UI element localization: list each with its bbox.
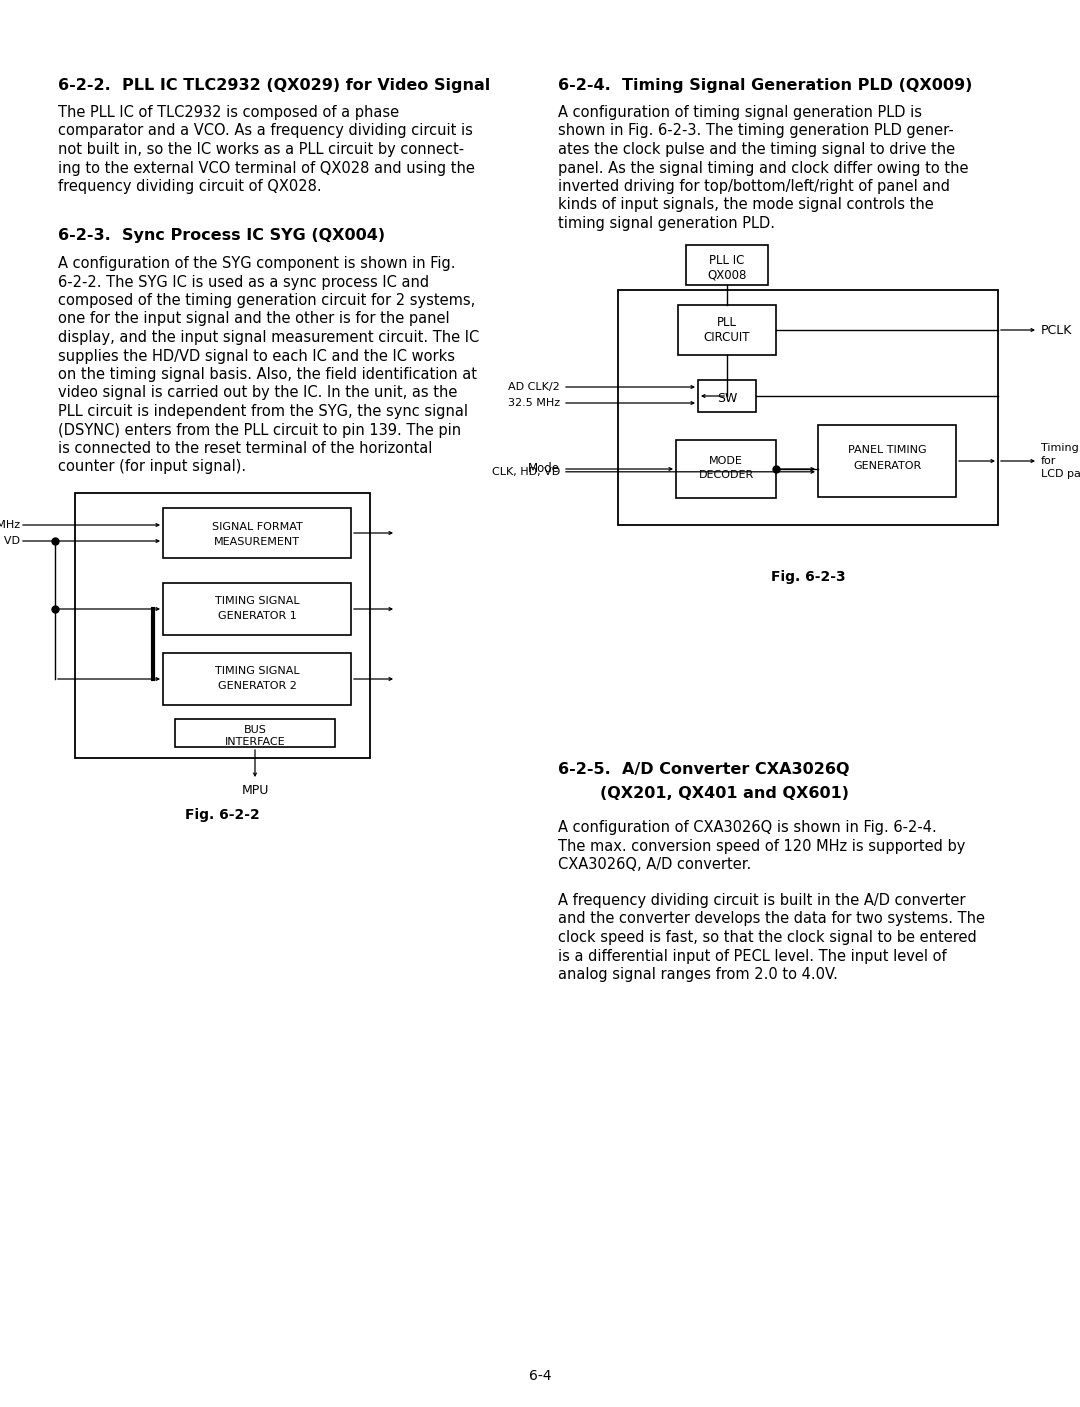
- Text: for: for: [1041, 456, 1056, 466]
- Text: 6-2-5.  A/D Converter CXA3026Q: 6-2-5. A/D Converter CXA3026Q: [558, 763, 850, 777]
- Text: on the timing signal basis. Also, the field identification at: on the timing signal basis. Also, the fi…: [58, 367, 477, 381]
- Text: PLL: PLL: [717, 317, 737, 329]
- Bar: [698, 380, 756, 412]
- Text: timing signal generation PLD.: timing signal generation PLD.: [558, 217, 775, 231]
- Text: A configuration of timing signal generation PLD is: A configuration of timing signal generat…: [558, 106, 922, 120]
- Text: GENERATOR 1: GENERATOR 1: [218, 611, 296, 620]
- Text: A frequency dividing circuit is built in the A/D converter: A frequency dividing circuit is built in…: [558, 893, 966, 908]
- Text: MODE: MODE: [710, 456, 743, 466]
- Text: PCLK: PCLK: [1041, 324, 1072, 336]
- Text: Timing signals: Timing signals: [1041, 443, 1080, 453]
- Text: ates the clock pulse and the timing signal to drive the: ates the clock pulse and the timing sign…: [558, 142, 955, 158]
- Text: TIMING SIGNAL: TIMING SIGNAL: [215, 597, 299, 606]
- Text: shown in Fig. 6-2-3. The timing generation PLD gener-: shown in Fig. 6-2-3. The timing generati…: [558, 124, 954, 138]
- Text: panel. As the signal timing and clock differ owing to the: panel. As the signal timing and clock di…: [558, 160, 969, 176]
- Text: CIRCUIT: CIRCUIT: [704, 331, 751, 343]
- Text: Fig. 6-2-2: Fig. 6-2-2: [185, 808, 260, 822]
- Text: supplies the HD/VD signal to each IC and the IC works: supplies the HD/VD signal to each IC and…: [58, 349, 455, 363]
- Text: 6-2-4.  Timing Signal Generation PLD (QX009): 6-2-4. Timing Signal Generation PLD (QX0…: [558, 77, 972, 93]
- Text: GENERATOR: GENERATOR: [853, 461, 921, 471]
- Text: clock speed is fast, so that the clock signal to be entered: clock speed is fast, so that the clock s…: [558, 930, 976, 946]
- Text: video signal is carried out by the IC. In the unit, as the: video signal is carried out by the IC. I…: [58, 386, 457, 401]
- Bar: [175, 719, 335, 747]
- Text: LCD panel: LCD panel: [1041, 469, 1080, 478]
- Text: INTERFACE: INTERFACE: [225, 737, 285, 747]
- Bar: [163, 508, 351, 559]
- Text: is a differential input of PECL level. The input level of: is a differential input of PECL level. T…: [558, 948, 947, 964]
- Bar: [676, 440, 777, 498]
- Text: Mode: Mode: [528, 463, 561, 476]
- Text: DECODER: DECODER: [699, 470, 754, 480]
- Text: TIMING SIGNAL: TIMING SIGNAL: [215, 666, 299, 675]
- Text: and the converter develops the data for two systems. The: and the converter develops the data for …: [558, 912, 985, 926]
- Text: comparator and a VCO. As a frequency dividing circuit is: comparator and a VCO. As a frequency div…: [58, 124, 473, 138]
- Text: (DSYNC) enters from the PLL circuit to pin 139. The pin: (DSYNC) enters from the PLL circuit to p…: [58, 422, 461, 438]
- Text: AD CLK/2: AD CLK/2: [509, 381, 561, 393]
- Text: MPU: MPU: [241, 784, 269, 796]
- Bar: [163, 653, 351, 705]
- Text: MEASUREMENT: MEASUREMENT: [214, 537, 300, 547]
- Text: is connected to the reset terminal of the horizontal: is connected to the reset terminal of th…: [58, 440, 432, 456]
- Text: CXA3026Q, A/D converter.: CXA3026Q, A/D converter.: [558, 857, 752, 872]
- Text: kinds of input signals, the mode signal controls the: kinds of input signals, the mode signal …: [558, 197, 934, 212]
- Text: A configuration of the SYG component is shown in Fig.: A configuration of the SYG component is …: [58, 256, 456, 272]
- Text: The PLL IC of TLC2932 is composed of a phase: The PLL IC of TLC2932 is composed of a p…: [58, 106, 400, 120]
- Text: 32.5 MHz: 32.5 MHz: [508, 398, 561, 408]
- Bar: [75, 492, 370, 758]
- Text: not built in, so the IC works as a PLL circuit by connect-: not built in, so the IC works as a PLL c…: [58, 142, 464, 158]
- Text: display, and the input signal measurement circuit. The IC: display, and the input signal measuremen…: [58, 331, 480, 345]
- Text: HD, VD: HD, VD: [0, 536, 21, 546]
- Bar: [686, 245, 768, 286]
- Text: SW: SW: [717, 393, 738, 405]
- Bar: [678, 305, 777, 355]
- Text: QX008: QX008: [707, 267, 746, 281]
- Text: counter (for input signal).: counter (for input signal).: [58, 460, 246, 474]
- Text: 6-4: 6-4: [529, 1369, 551, 1383]
- Bar: [818, 425, 956, 497]
- Text: A configuration of CXA3026Q is shown in Fig. 6-2-4.: A configuration of CXA3026Q is shown in …: [558, 820, 936, 834]
- Text: analog signal ranges from 2.0 to 4.0V.: analog signal ranges from 2.0 to 4.0V.: [558, 967, 838, 982]
- Text: (QX201, QX401 and QX601): (QX201, QX401 and QX601): [600, 787, 849, 801]
- Text: SIGNAL FORMAT: SIGNAL FORMAT: [212, 522, 302, 532]
- Text: PLL circuit is independent from the SYG, the sync signal: PLL circuit is independent from the SYG,…: [58, 404, 468, 419]
- Text: frequency dividing circuit of QX028.: frequency dividing circuit of QX028.: [58, 179, 322, 194]
- Text: ing to the external VCO terminal of QX028 and using the: ing to the external VCO terminal of QX02…: [58, 160, 475, 176]
- Text: one for the input signal and the other is for the panel: one for the input signal and the other i…: [58, 311, 449, 326]
- Text: The max. conversion speed of 120 MHz is supported by: The max. conversion speed of 120 MHz is …: [558, 839, 966, 854]
- Text: inverted driving for top/bottom/left/right of panel and: inverted driving for top/bottom/left/rig…: [558, 179, 950, 194]
- Text: BUS: BUS: [244, 725, 267, 734]
- Text: Fig. 6-2-3: Fig. 6-2-3: [771, 570, 846, 584]
- Text: 6-2-3.  Sync Process IC SYG (QX004): 6-2-3. Sync Process IC SYG (QX004): [58, 228, 386, 243]
- Text: PANEL TIMING: PANEL TIMING: [848, 445, 927, 454]
- Bar: [163, 582, 351, 635]
- Text: PLL IC: PLL IC: [710, 255, 745, 267]
- Text: 6-2-2.  PLL IC TLC2932 (QX029) for Video Signal: 6-2-2. PLL IC TLC2932 (QX029) for Video …: [58, 77, 490, 93]
- Text: 32.5 MHz: 32.5 MHz: [0, 521, 21, 530]
- Text: composed of the timing generation circuit for 2 systems,: composed of the timing generation circui…: [58, 293, 475, 308]
- Text: CLK, HD, VD: CLK, HD, VD: [491, 467, 561, 477]
- Text: 6-2-2. The SYG IC is used as a sync process IC and: 6-2-2. The SYG IC is used as a sync proc…: [58, 274, 429, 290]
- Bar: [618, 290, 998, 525]
- Text: GENERATOR 2: GENERATOR 2: [217, 681, 296, 691]
